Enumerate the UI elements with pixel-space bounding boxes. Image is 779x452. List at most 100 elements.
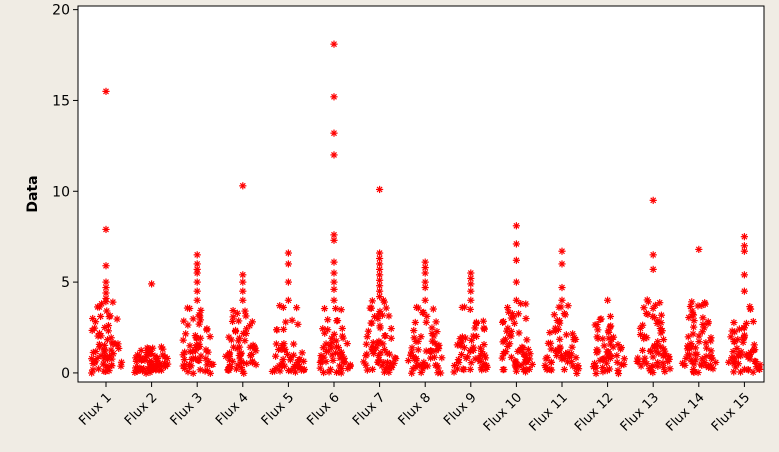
data-point — [649, 196, 657, 204]
data-point — [239, 296, 247, 304]
data-point — [409, 365, 417, 373]
data-point — [417, 333, 425, 341]
data-point — [701, 300, 709, 308]
data-point — [113, 315, 121, 323]
data-point — [181, 361, 189, 369]
data-point — [476, 357, 484, 366]
data-point — [736, 368, 745, 376]
data-point — [699, 320, 707, 329]
data-point — [514, 310, 523, 318]
data-point — [689, 330, 697, 338]
data-point — [96, 312, 105, 321]
data-point — [740, 233, 748, 241]
data-point — [413, 362, 421, 370]
y-tick-label: 20 — [52, 3, 70, 19]
data-point — [233, 309, 241, 317]
data-point — [730, 318, 738, 327]
data-point — [157, 343, 166, 351]
data-point — [557, 303, 565, 311]
data-point — [560, 309, 568, 318]
data-point — [654, 338, 662, 346]
data-point — [137, 346, 145, 355]
data-point — [593, 320, 601, 329]
data-point — [105, 313, 113, 321]
y-tick-label: 15 — [52, 93, 70, 109]
data-point — [691, 344, 700, 352]
data-point — [135, 365, 143, 374]
data-point — [434, 342, 442, 350]
data-point — [376, 271, 384, 279]
data-point — [374, 358, 383, 367]
data-point — [690, 323, 698, 331]
data-point — [699, 314, 707, 322]
data-point — [594, 326, 602, 334]
data-point — [330, 40, 338, 48]
data-point — [701, 358, 709, 367]
data-point — [512, 296, 520, 304]
data-point — [161, 353, 169, 361]
data-point — [620, 355, 628, 363]
data-point — [235, 317, 243, 325]
data-point — [412, 337, 420, 346]
data-point — [519, 365, 528, 374]
data-point — [182, 330, 190, 338]
data-point — [89, 348, 97, 357]
data-point — [605, 365, 614, 373]
data-point — [284, 249, 292, 257]
data-point — [512, 278, 520, 286]
data-point — [522, 358, 530, 366]
data-point — [107, 346, 115, 354]
data-point — [284, 278, 292, 286]
data-point — [411, 318, 419, 327]
data-point — [93, 354, 101, 363]
data-point — [151, 352, 159, 360]
data-point — [421, 258, 429, 266]
data-point — [740, 331, 749, 339]
data-point — [193, 260, 201, 268]
data-point — [693, 350, 701, 358]
data-point — [382, 364, 391, 372]
data-point — [505, 308, 513, 316]
data-point — [562, 331, 570, 339]
data-point — [135, 352, 143, 360]
data-point — [462, 354, 470, 362]
data-point — [428, 324, 436, 332]
data-point — [414, 304, 422, 312]
data-point — [472, 319, 480, 327]
data-point — [337, 306, 345, 314]
data-point — [467, 296, 475, 304]
data-point — [733, 344, 741, 352]
data-point — [330, 330, 338, 338]
data-point — [551, 327, 559, 335]
data-point — [466, 305, 474, 314]
data-point — [727, 333, 735, 341]
data-point — [196, 342, 204, 351]
data-point — [740, 247, 748, 255]
data-point — [734, 335, 742, 344]
data-point — [502, 348, 510, 356]
data-point — [546, 339, 555, 347]
data-point — [97, 300, 106, 308]
data-point — [420, 358, 428, 366]
data-point — [556, 343, 564, 351]
data-point — [239, 271, 247, 279]
data-point — [593, 333, 601, 341]
data-point — [613, 358, 621, 366]
data-point — [268, 367, 276, 376]
data-point — [319, 344, 327, 352]
data-point — [481, 354, 490, 362]
data-point — [698, 355, 706, 363]
data-point — [541, 361, 549, 370]
data-point — [180, 317, 188, 325]
data-point — [279, 355, 287, 364]
data-point — [702, 344, 711, 352]
data-point — [279, 325, 288, 333]
data-point — [704, 318, 712, 326]
data-point — [322, 347, 330, 356]
data-point — [248, 357, 256, 365]
data-point — [657, 343, 665, 351]
data-point — [370, 313, 379, 321]
data-point — [421, 278, 429, 286]
data-point — [458, 333, 467, 341]
data-point — [290, 351, 298, 359]
